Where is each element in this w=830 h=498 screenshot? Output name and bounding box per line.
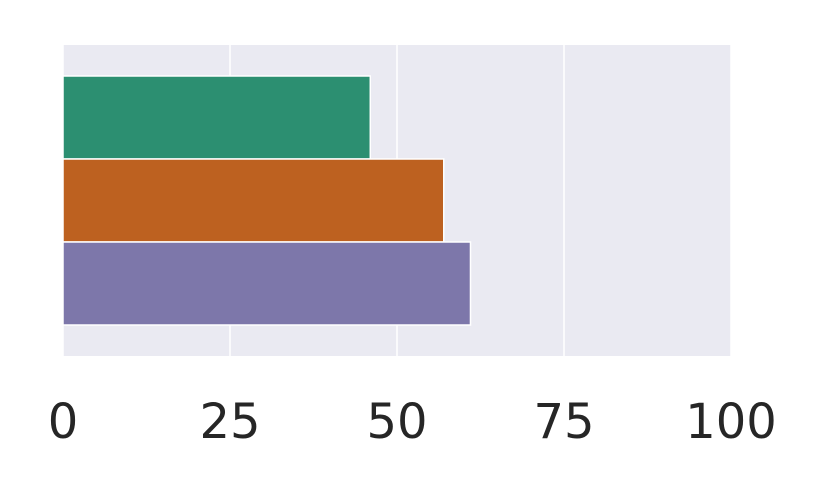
x-tick-label: 50 [366,394,427,450]
bar [62,158,445,243]
x-tick-label: 75 [533,394,594,450]
bar [62,75,372,160]
bar [62,241,472,326]
x-tick-label: 100 [685,394,777,450]
x-tick-label: 0 [48,394,79,450]
x-tick-label: 25 [199,394,260,450]
